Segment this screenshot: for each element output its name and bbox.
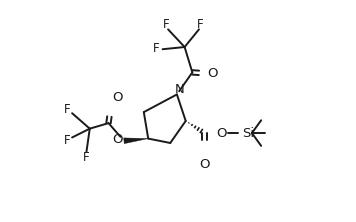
Text: F: F	[83, 151, 90, 165]
Text: F: F	[64, 103, 70, 116]
Text: F: F	[153, 42, 159, 55]
Text: F: F	[163, 18, 169, 31]
Text: Si: Si	[242, 127, 255, 140]
Text: O: O	[208, 67, 218, 80]
Text: O: O	[199, 158, 210, 171]
Text: F: F	[64, 134, 70, 147]
Text: F: F	[197, 18, 203, 31]
Text: O: O	[216, 127, 226, 140]
Text: O: O	[113, 91, 123, 104]
Polygon shape	[124, 138, 148, 144]
Text: N: N	[175, 83, 184, 96]
Text: O: O	[112, 133, 122, 146]
